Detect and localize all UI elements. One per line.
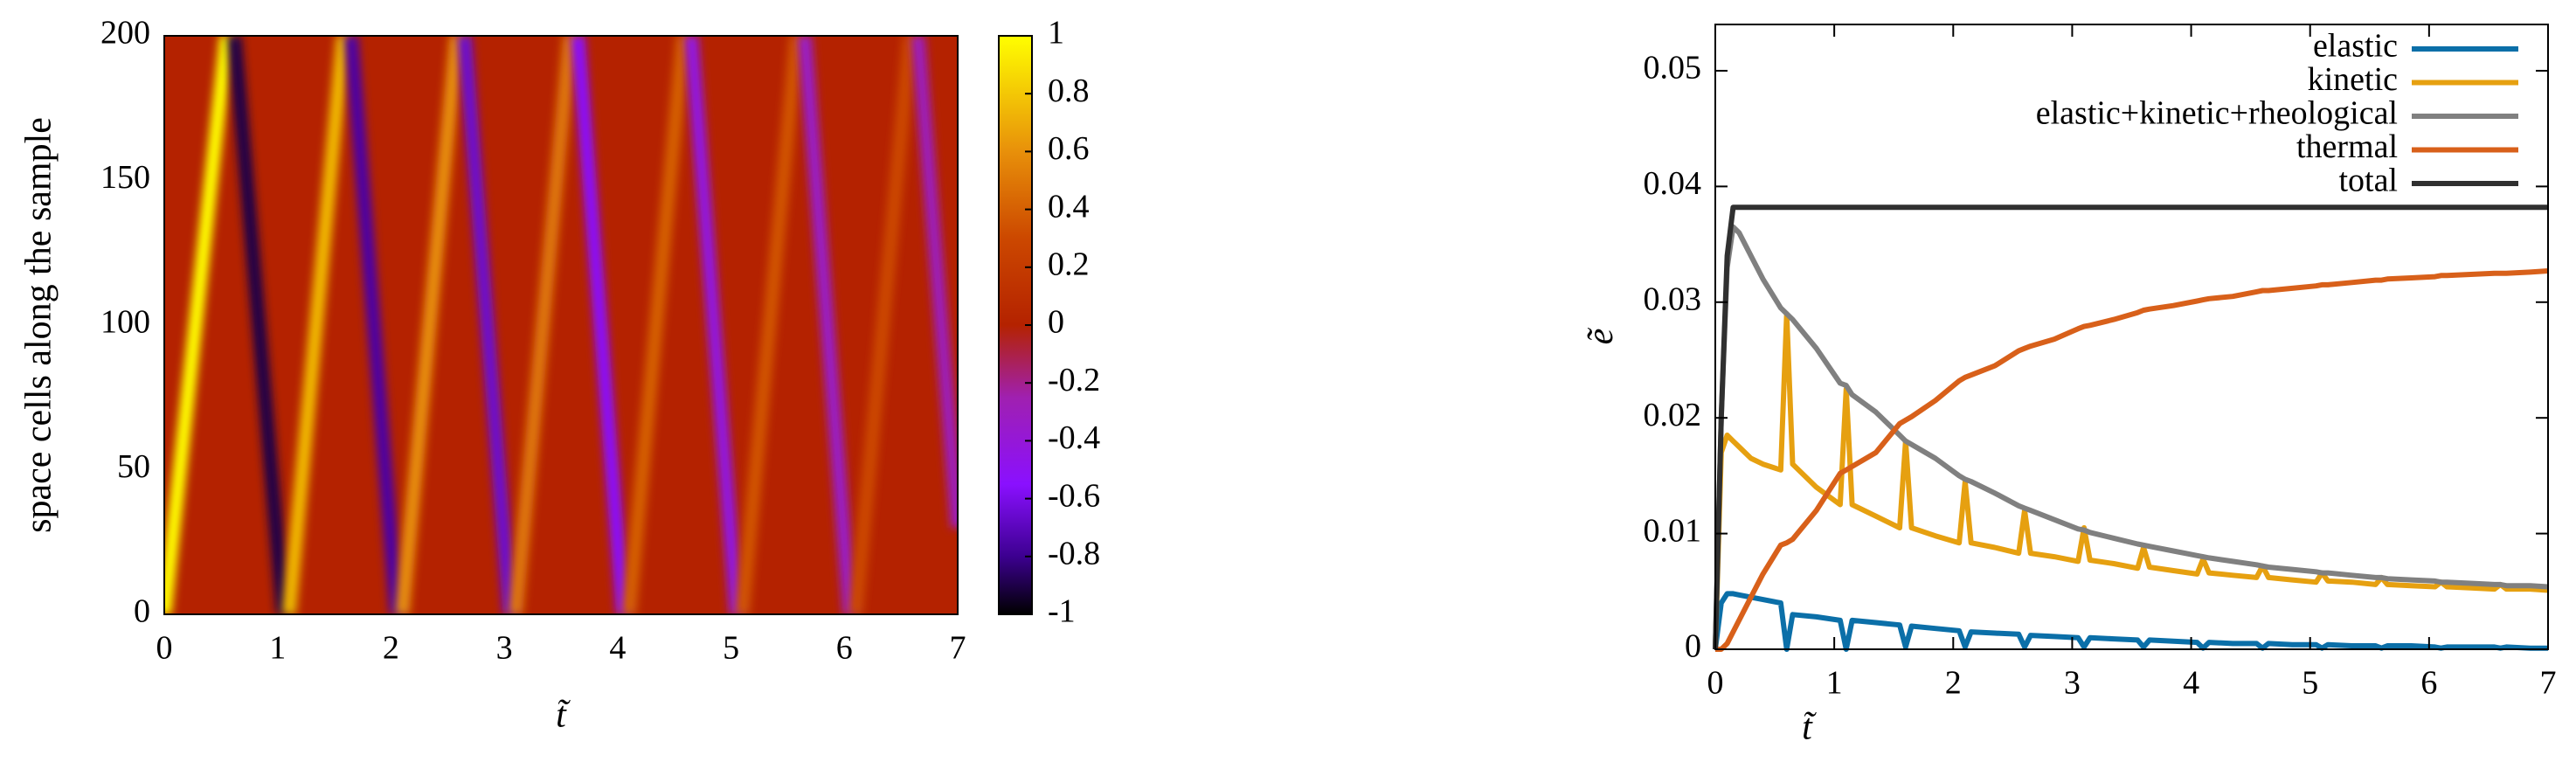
wave-front	[227, 36, 291, 614]
series-line	[1713, 591, 2548, 652]
legend-label: elastic+kinetic+rheological	[2036, 95, 2398, 132]
x-tick-label: 1	[1826, 665, 1843, 702]
wave-front	[457, 36, 517, 614]
y-axis-label: space cells along the sample	[19, 117, 59, 533]
x-tick-label: 1	[269, 630, 286, 667]
wave-front	[848, 36, 918, 614]
colorbar-tick-label: 1	[1048, 15, 1064, 52]
y-axis-label: ẽ	[1582, 327, 1622, 344]
y-tick-label: 0.05	[1644, 50, 1702, 87]
series-line	[1715, 268, 2549, 652]
wave-front	[571, 36, 631, 614]
wave-front	[735, 36, 804, 614]
x-tick-label: 5	[2302, 665, 2318, 702]
wave-front	[621, 36, 691, 614]
x-axis-label: t̃	[556, 696, 571, 736]
heatmap	[164, 36, 958, 614]
x-tick-label: 4	[609, 630, 626, 667]
y-tick-label: 100	[100, 304, 150, 341]
x-tick-label: 0	[156, 630, 173, 667]
wave-front	[797, 36, 857, 614]
wave-front	[395, 36, 464, 614]
y-tick-label: 0	[1685, 628, 1701, 665]
wave-front	[164, 36, 234, 614]
wave-front	[344, 36, 404, 614]
colorbar-tick-label: -1	[1048, 593, 1076, 630]
wave-front	[684, 36, 744, 614]
colorbar-tick-label: -0.8	[1048, 536, 1100, 572]
legend-label: total	[2338, 163, 2398, 199]
wave-front	[911, 36, 958, 529]
colorbar-tick-label: -0.2	[1048, 362, 1100, 398]
y-tick-label: 0	[134, 593, 150, 630]
y-tick-label: 0.03	[1644, 281, 1702, 317]
x-axis-label: t̃	[1802, 708, 1817, 748]
legend-label: thermal	[2296, 128, 2398, 165]
colorbar-tick-label: -0.6	[1048, 477, 1100, 514]
colorbar-tick-label: 0.8	[1048, 73, 1090, 109]
plot-frame	[1714, 24, 2549, 650]
legend-label: kinetic	[2308, 61, 2398, 98]
series-line	[1713, 224, 2549, 650]
y-tick-label: 50	[117, 448, 150, 485]
y-tick-label: 200	[100, 15, 150, 52]
x-tick-label: 6	[836, 630, 853, 667]
x-tick-label: 7	[2540, 665, 2557, 702]
series-line	[1713, 311, 2549, 650]
colorbar-tick-label: 0.4	[1048, 188, 1090, 225]
x-tick-label: 2	[383, 630, 399, 667]
x-tick-label: 2	[1945, 665, 1962, 702]
colorbar-tick-label: 0.6	[1048, 130, 1090, 167]
legend-label: elastic	[2313, 28, 2398, 65]
x-tick-label: 4	[2183, 665, 2199, 702]
y-tick-label: 0.01	[1644, 512, 1702, 549]
series-line	[1713, 204, 2548, 650]
x-tick-label: 3	[2064, 665, 2081, 702]
series-group	[1713, 204, 2549, 652]
wave-front	[509, 36, 578, 614]
y-tick-label: 0.02	[1644, 397, 1702, 433]
wave-front	[281, 36, 350, 614]
y-tick-label: 0.04	[1644, 165, 1702, 202]
x-tick-label: 6	[2420, 665, 2437, 702]
colorbar-tick-label: 0.2	[1048, 246, 1090, 283]
x-tick-label: 0	[1707, 665, 1724, 702]
y-tick-label: 150	[100, 159, 150, 196]
colorbar-tick-label: 0	[1048, 304, 1064, 341]
x-tick-label: 7	[950, 630, 966, 667]
plot-frame	[163, 35, 959, 615]
x-tick-label: 3	[496, 630, 513, 667]
colorbar-tick-label: -0.4	[1048, 419, 1100, 456]
x-tick-label: 5	[723, 630, 739, 667]
